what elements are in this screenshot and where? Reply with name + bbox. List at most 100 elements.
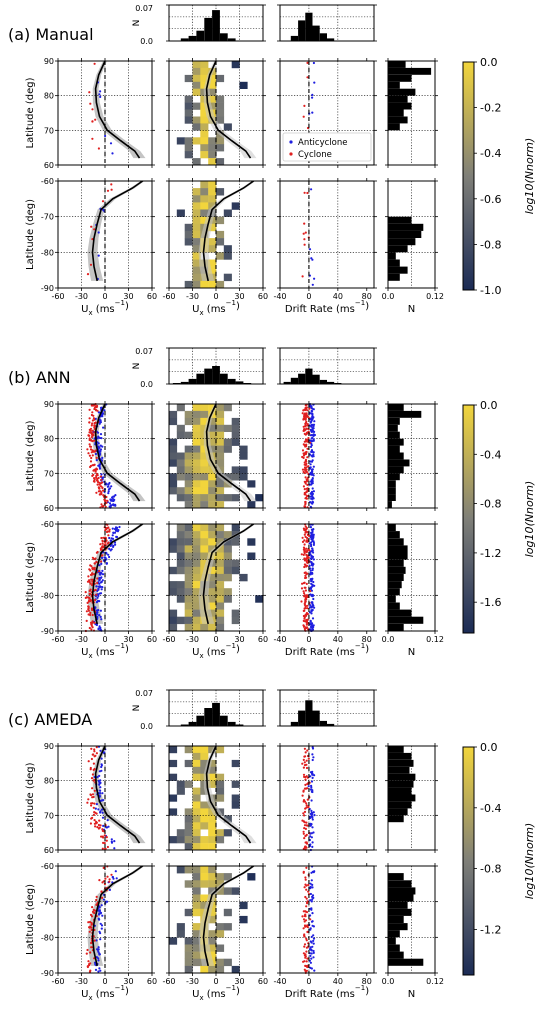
density-cell [223,595,232,603]
ux-axis-label-part: U [192,647,199,658]
cyclone-point [91,474,94,477]
density-cell [239,445,248,453]
ux-tick-label: 60 [258,292,268,301]
density-cell [184,95,193,103]
histogram-bar [388,616,424,624]
anticyclone-point [312,490,315,493]
anticyclone-point [100,473,103,476]
cyclone-point [88,408,91,411]
histogram-bar [388,623,404,631]
panel-frame [279,60,375,166]
cyclone-point [308,534,311,538]
ux-tick-label: -30 [186,635,199,644]
density-cell [200,559,209,568]
histogram-bar [388,259,400,267]
cyclone-point [96,479,99,482]
anticyclone-point [111,496,114,499]
anticyclone-point [312,597,315,601]
cyclone-point [301,762,304,765]
anticyclone-point [311,770,314,774]
density-cell [247,552,256,560]
cyclone-point [89,102,92,105]
anticyclone-point [310,460,314,463]
cyclone-point [306,957,309,960]
cyclone-point [89,465,92,469]
density-cell [216,102,225,110]
density-cell [200,81,209,89]
density-cell [208,487,217,495]
cyclone-point [305,460,308,463]
anticyclone-point [309,604,312,607]
density-cell [200,137,209,145]
density-cell [200,466,209,474]
cyclone-point [305,866,308,869]
cyclone-point [301,582,304,585]
density-cell [231,559,240,568]
density-cell [216,773,225,781]
anticyclone-point [310,935,313,939]
cyclone-point [93,911,96,915]
anticyclone-point [108,481,111,485]
n-axis-label: N [408,304,415,315]
histogram-bar [312,25,320,41]
density-cell [192,424,201,432]
density-cell [208,880,217,888]
density-cell [216,573,225,582]
ux-tick-label: -30 [75,292,88,301]
anticyclone-point [310,429,313,432]
drift-axis-label: Drift Rate (ms−1) [285,984,369,1000]
histogram-bar [388,81,400,89]
cyclone-point [98,570,101,573]
density-cell [208,266,217,274]
density-cell [184,410,193,419]
density-cell [192,937,201,945]
density-cell [239,452,248,460]
histogram-bar [388,773,416,781]
density-cell [176,829,185,837]
cyclone-point [89,598,92,602]
density-cell [169,773,178,781]
density-cell [192,74,201,83]
anticyclone-point [95,459,98,462]
cyclone-point [306,439,309,442]
latitude-histogram [388,746,416,823]
density-cell [184,116,193,124]
cyclone-point [305,494,309,498]
anticyclone-point [311,111,314,114]
cyclone-point [84,591,87,594]
cyclone-point [306,782,309,786]
colorbar-tick-label: -1.6 [480,596,501,609]
density-cell [192,123,201,131]
cyclone-point [306,549,309,552]
density-cell [216,930,225,938]
cyclone-point [303,824,307,827]
anticyclone-point [310,780,314,783]
cyclone-point [305,598,308,601]
ux-tick-label: -60 [51,635,64,644]
anticyclone-point [312,756,315,759]
anticyclone-point [313,969,316,972]
cyclone-point [305,766,309,770]
anticyclone-point [98,967,101,970]
cyclone-point [304,529,307,533]
density-cell [208,181,217,189]
anticyclone-point [309,824,312,827]
ux-tick-label: 60 [258,977,268,986]
anticyclone-point [309,961,312,964]
density-cell [192,808,201,816]
zonal-wind-profile [202,180,255,282]
cyclone-point [90,628,93,631]
density-cell [208,873,217,881]
cyclone-point [302,454,306,457]
density-cell [176,595,185,603]
histogram-bar [327,723,335,726]
anticyclone-point [102,898,106,901]
density-cell [216,188,225,196]
cyclone-point [87,608,90,611]
density-cell [192,836,201,844]
density-cell [200,965,209,974]
density-cell [231,780,240,788]
anticyclone-point [97,946,100,949]
density-cell [176,780,185,788]
density-cell [208,137,217,145]
